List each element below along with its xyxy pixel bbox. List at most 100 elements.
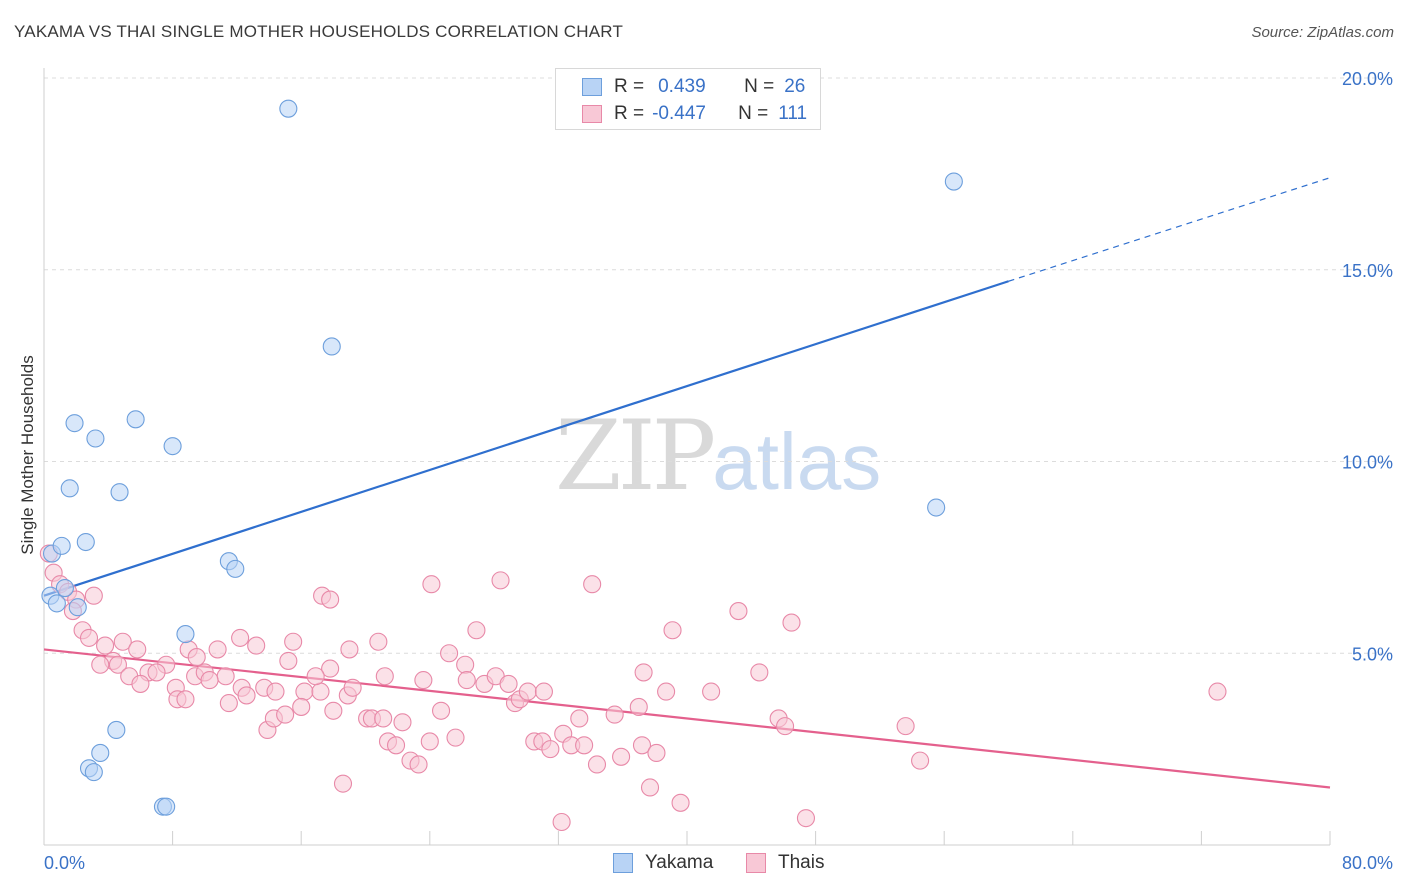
point-thais (702, 682, 721, 701)
point-thais (587, 755, 607, 774)
point-yakama (927, 498, 946, 517)
point-thais (750, 663, 769, 682)
point-thais (796, 809, 816, 828)
point-thais (219, 694, 238, 713)
point-thais (456, 655, 475, 674)
point-thais (422, 575, 441, 594)
point-thais (187, 648, 206, 667)
point-thais (612, 747, 631, 766)
point-thais (446, 728, 465, 747)
point-yakama (176, 625, 195, 644)
point-thais (96, 636, 115, 655)
point-thais (657, 682, 676, 701)
point-thais (640, 778, 660, 797)
point-thais (518, 682, 537, 701)
point-thais (570, 709, 589, 728)
point-thais (79, 628, 99, 647)
legend-label-yakama: Yakama (645, 852, 714, 873)
point-thais (237, 686, 256, 705)
point-thais (499, 674, 518, 693)
point-thais (457, 671, 476, 690)
point-thais (369, 632, 388, 651)
stats-legend: R = 0.439 N = 26 R = -0.447 N = 111 (555, 68, 821, 130)
watermark-zip: ZIP (555, 400, 716, 512)
point-yakama (60, 479, 79, 498)
point-thais (629, 697, 648, 716)
point-yakama (55, 579, 74, 598)
r-label: R = (614, 76, 645, 97)
point-thais (393, 713, 412, 732)
point-thais (375, 667, 394, 686)
n-label: N = (744, 76, 775, 97)
y-tick-label: 15.0% (1342, 261, 1393, 281)
point-yakama (110, 483, 129, 502)
trend-line-yakama-extension (1008, 177, 1331, 282)
point-yakama (91, 743, 110, 763)
n-label: N = (738, 103, 769, 124)
legend-label-thais: Thais (778, 852, 825, 873)
trend-lines (43, 177, 1331, 789)
point-yakama (52, 536, 71, 555)
r-value-thais: -0.447 (652, 103, 706, 124)
point-thais (552, 812, 571, 832)
point-thais (306, 667, 325, 686)
series-legend: Yakama Thais (0, 852, 1406, 878)
point-thais (1208, 682, 1227, 701)
point-thais (279, 651, 298, 670)
n-value-yakama: 26 (784, 76, 806, 97)
r-value-yakama: 0.439 (658, 76, 706, 97)
point-yakama (126, 410, 145, 429)
point-yakama (279, 99, 298, 118)
tick-labels: 5.0% 10.0% 15.0% 20.0% 0.0% 80.0% (44, 69, 1393, 873)
point-thais (321, 590, 340, 609)
legend-swatch-thais (582, 105, 602, 123)
point-yakama (68, 598, 87, 617)
point-thais (108, 655, 127, 674)
point-thais (729, 602, 748, 621)
y-tick-label: 10.0% (1342, 453, 1393, 473)
point-thais (647, 743, 666, 763)
point-thais (292, 697, 311, 716)
legend-swatch-yakama (613, 853, 633, 873)
point-thais (276, 705, 295, 724)
point-thais (311, 682, 330, 701)
data-points (39, 99, 1227, 832)
axes (43, 68, 1331, 846)
x-tick-label: 0.0% (44, 853, 85, 873)
point-thais (216, 667, 235, 686)
point-thais (911, 751, 930, 770)
legend-row-thais: R = -0.447 N = 111 (556, 101, 807, 127)
point-thais (420, 732, 439, 751)
point-thais (208, 640, 227, 659)
point-thais (113, 632, 132, 651)
legend-item-thais[interactable]: Thais (746, 852, 824, 874)
point-thais (266, 682, 285, 701)
point-yakama (107, 720, 126, 740)
point-yakama (322, 337, 341, 356)
point-thais (541, 740, 560, 759)
point-thais (321, 659, 340, 678)
point-thais (91, 655, 110, 674)
point-yakama (86, 429, 105, 448)
y-axis-label: Single Mother Households (18, 355, 37, 555)
point-thais (324, 701, 343, 720)
point-thais (440, 644, 459, 663)
point-thais (776, 717, 795, 736)
point-yakama (47, 594, 66, 613)
point-thais (295, 682, 314, 701)
point-thais (128, 640, 147, 659)
point-thais (575, 736, 594, 755)
point-thais (634, 663, 653, 682)
point-yakama (157, 797, 176, 816)
point-thais (534, 682, 553, 701)
source-note: Source: ZipAtlas.com (1251, 24, 1394, 41)
point-thais (340, 640, 359, 659)
chart-title: YAKAMA VS THAI SINGLE MOTHER HOUSEHOLDS … (14, 22, 624, 41)
x-tick-label: 80.0% (1342, 853, 1393, 873)
point-thais (491, 571, 510, 590)
point-thais (632, 736, 652, 755)
n-value-thais: 111 (778, 103, 808, 124)
r-label: R = (614, 103, 645, 124)
legend-item-yakama[interactable]: Yakama (613, 852, 713, 874)
